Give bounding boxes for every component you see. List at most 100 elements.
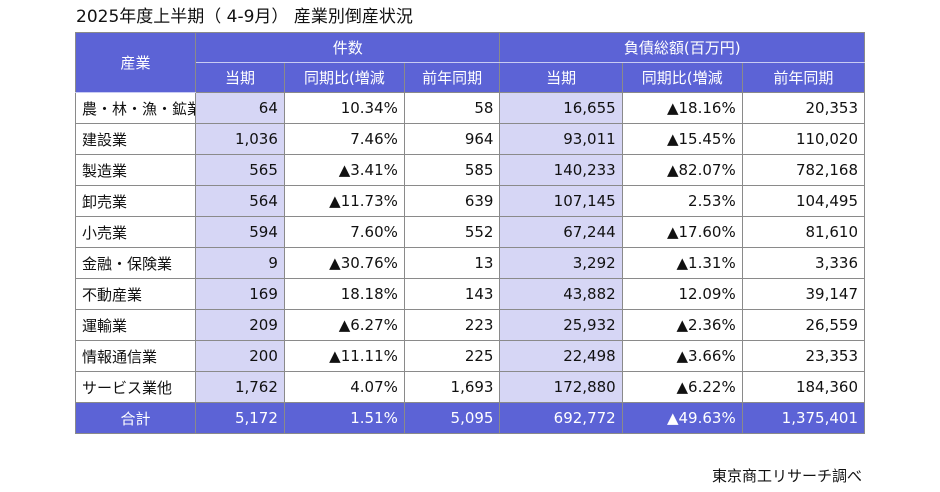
debt-yoy-cell: 2.53% [621, 185, 743, 217]
count-yoy-cell: 18.18% [283, 278, 405, 310]
industry-cell: 金融・保険業 [75, 247, 196, 279]
debt-yoy-cell: ▲15.45% [621, 123, 743, 155]
header-count-current: 当期 [195, 62, 285, 93]
table-row: サービス業他 1,762 4.07% 1,693 172,880 ▲6.22% … [75, 371, 866, 403]
count-cell: 564 [195, 185, 285, 217]
count-yoy-cell: 7.46% [283, 123, 405, 155]
industry-cell: 卸売業 [75, 185, 196, 217]
table-row: 不動産業 169 18.18% 143 43,882 12.09% 39,147 [75, 278, 866, 310]
header-debt-prev: 前年同期 [741, 62, 866, 93]
table-row: 運輸業 209 ▲6.27% 223 25,932 ▲2.36% 26,559 [75, 309, 866, 341]
table-row: 卸売業 564 ▲11.73% 639 107,145 2.53% 104,49… [75, 185, 866, 217]
industry-cell: 製造業 [75, 154, 196, 186]
debt-yoy-cell: ▲6.22% [621, 371, 743, 403]
header-count-group: 件数 [194, 32, 501, 63]
table-row: 金融・保険業 9 ▲30.76% 13 3,292 ▲1.31% 3,336 [75, 247, 866, 279]
debt-cell: 16,655 [499, 92, 623, 124]
count-cell: 169 [195, 278, 285, 310]
count-prev-cell: 223 [403, 309, 501, 341]
total-label: 合計 [75, 402, 196, 434]
total-debt: 692,772 [499, 402, 623, 434]
count-prev-cell: 143 [403, 278, 501, 310]
count-cell: 9 [195, 247, 285, 279]
debt-cell: 3,292 [499, 247, 623, 279]
count-cell: 200 [195, 340, 285, 372]
debt-cell: 43,882 [499, 278, 623, 310]
page-title: 2025年度上半期（ 4-9月） 産業別倒産状況 [76, 7, 413, 27]
debt-prev-cell: 110,020 [741, 123, 866, 155]
header-debt-group: 負債総額(百万円) [499, 32, 865, 63]
count-prev-cell: 964 [403, 123, 501, 155]
count-yoy-cell: 7.60% [283, 216, 405, 248]
count-cell: 565 [195, 154, 285, 186]
debt-prev-cell: 81,610 [741, 216, 866, 248]
count-prev-cell: 552 [403, 216, 501, 248]
debt-prev-cell: 104,495 [741, 185, 866, 217]
debt-yoy-cell: 12.09% [621, 278, 743, 310]
debt-cell: 140,233 [499, 154, 623, 186]
debt-prev-cell: 3,336 [741, 247, 866, 279]
table-row: 農・林・漁・鉱業 64 10.34% 58 16,655 ▲18.16% 20,… [75, 92, 866, 124]
total-count: 5,172 [195, 402, 285, 434]
header-count-prev: 前年同期 [403, 62, 501, 93]
total-count-prev: 5,095 [403, 402, 501, 434]
header-debt-current: 当期 [499, 62, 623, 93]
count-cell: 64 [195, 92, 285, 124]
debt-cell: 107,145 [499, 185, 623, 217]
debt-yoy-cell: ▲1.31% [621, 247, 743, 279]
debt-yoy-cell: ▲82.07% [621, 154, 743, 186]
source-credit: 東京商工リサーチ調べ [711, 467, 862, 485]
count-yoy-cell: ▲11.73% [283, 185, 405, 217]
industry-cell: 小売業 [75, 216, 196, 248]
debt-prev-cell: 184,360 [741, 371, 866, 403]
debt-yoy-cell: ▲2.36% [621, 309, 743, 341]
industry-cell: 建設業 [75, 123, 196, 155]
count-yoy-cell: 10.34% [283, 92, 405, 124]
header-debt-yoy: 同期比(増減 [621, 62, 743, 93]
total-count-yoy: 1.51% [283, 402, 405, 434]
count-cell: 209 [195, 309, 285, 341]
count-cell: 1,762 [195, 371, 285, 403]
industry-cell: サービス業他 [75, 371, 196, 403]
count-prev-cell: 639 [403, 185, 501, 217]
debt-cell: 67,244 [499, 216, 623, 248]
debt-prev-cell: 23,353 [741, 340, 866, 372]
industry-cell: 情報通信業 [75, 340, 196, 372]
count-yoy-cell: 4.07% [283, 371, 405, 403]
bankruptcy-table: 産業 件数 負債総額(百万円) 当期 同期比(増減 前年同期 当期 同期比(増減… [75, 32, 866, 434]
debt-prev-cell: 39,147 [741, 278, 866, 310]
debt-yoy-cell: ▲3.66% [621, 340, 743, 372]
count-prev-cell: 1,693 [403, 371, 501, 403]
table-row: 建設業 1,036 7.46% 964 93,011 ▲15.45% 110,0… [75, 123, 866, 155]
count-prev-cell: 13 [403, 247, 501, 279]
total-debt-yoy: ▲49.63% [621, 402, 743, 434]
count-yoy-cell: ▲6.27% [283, 309, 405, 341]
count-prev-cell: 58 [403, 92, 501, 124]
industry-cell: 不動産業 [75, 278, 196, 310]
count-yoy-cell: ▲30.76% [283, 247, 405, 279]
count-yoy-cell: ▲11.11% [283, 340, 405, 372]
table-row: 製造業 565 ▲3.41% 585 140,233 ▲82.07% 782,1… [75, 154, 866, 186]
industry-cell: 農・林・漁・鉱業 [75, 92, 196, 124]
debt-cell: 22,498 [499, 340, 623, 372]
debt-cell: 172,880 [499, 371, 623, 403]
count-cell: 1,036 [195, 123, 285, 155]
debt-prev-cell: 782,168 [741, 154, 866, 186]
debt-yoy-cell: ▲17.60% [621, 216, 743, 248]
header-count-yoy: 同期比(増減 [283, 62, 405, 93]
industry-cell: 運輸業 [75, 309, 196, 341]
total-row: 合計 5,172 1.51% 5,095 692,772 ▲49.63% 1,3… [75, 402, 866, 434]
debt-cell: 25,932 [499, 309, 623, 341]
debt-prev-cell: 26,559 [741, 309, 866, 341]
count-prev-cell: 225 [403, 340, 501, 372]
debt-prev-cell: 20,353 [741, 92, 866, 124]
count-cell: 594 [195, 216, 285, 248]
header-industry: 産業 [75, 32, 196, 93]
table-row: 情報通信業 200 ▲11.11% 225 22,498 ▲3.66% 23,3… [75, 340, 866, 372]
table-row: 小売業 594 7.60% 552 67,244 ▲17.60% 81,610 [75, 216, 866, 248]
debt-cell: 93,011 [499, 123, 623, 155]
total-debt-prev: 1,375,401 [741, 402, 866, 434]
count-prev-cell: 585 [403, 154, 501, 186]
debt-yoy-cell: ▲18.16% [621, 92, 743, 124]
count-yoy-cell: ▲3.41% [283, 154, 405, 186]
